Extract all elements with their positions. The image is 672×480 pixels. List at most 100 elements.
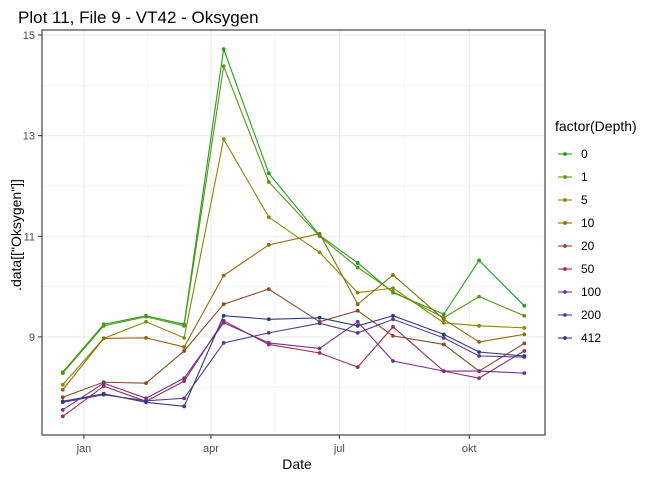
data-point-100 [60, 407, 65, 412]
data-point-5 [266, 215, 271, 220]
legend-label-200: 200 [581, 308, 601, 322]
data-point-100 [221, 320, 226, 325]
legend-label-50: 50 [581, 262, 595, 276]
legend-key-point-20 [563, 244, 567, 248]
data-point-412 [266, 317, 271, 322]
data-point-0 [266, 171, 271, 176]
data-point-5 [391, 286, 395, 290]
data-point-200 [266, 330, 271, 335]
data-point-10 [441, 317, 446, 322]
x-axis-title: Date [282, 456, 312, 472]
data-point-20 [441, 342, 446, 347]
legend-key-point-412 [563, 336, 567, 340]
data-point-100 [101, 381, 106, 386]
series-line-412 [62, 315, 525, 407]
data-point-10 [477, 340, 481, 344]
data-point-50 [522, 349, 527, 353]
data-point-100 [266, 341, 271, 345]
data-point-412 [60, 399, 65, 404]
legend-key-point-10 [563, 221, 567, 225]
data-point-5 [144, 319, 148, 324]
data-point-0 [522, 303, 527, 308]
data-point-20 [391, 333, 395, 338]
data-point-50 [101, 384, 106, 389]
y-tick-label: 15 [23, 30, 35, 42]
data-point-20 [182, 349, 187, 353]
data-point-0 [355, 261, 360, 265]
data-point-50 [60, 414, 65, 419]
legend-key-point-1 [563, 175, 567, 179]
series-line-200 [62, 318, 525, 403]
data-point-100 [355, 319, 360, 324]
legend-key-point-0 [563, 152, 567, 156]
legend-key-point-50 [563, 267, 567, 271]
data-point-5 [182, 336, 187, 340]
legend-label-10: 10 [581, 216, 595, 230]
data-point-200 [391, 317, 395, 322]
legend-label-412: 412 [581, 331, 601, 345]
legend-label-1: 1 [581, 170, 588, 184]
data-point-412 [355, 323, 360, 328]
data-point-412 [101, 391, 106, 396]
data-point-5 [355, 290, 360, 295]
series-line-1 [62, 64, 525, 374]
data-point-200 [182, 396, 187, 401]
data-point-0 [221, 47, 226, 52]
data-point-100 [391, 359, 395, 363]
data-point-1 [391, 289, 395, 294]
chart-title: Plot 11, File 9 - VT42 - Oksygen [18, 8, 259, 27]
data-point-1 [182, 323, 187, 328]
panel-border [41, 29, 546, 436]
data-point-1 [522, 313, 527, 318]
data-point-50 [182, 379, 187, 384]
legend-label-20: 20 [581, 239, 595, 253]
data-point-10 [317, 231, 322, 236]
data-point-10 [144, 336, 148, 340]
data-point-5 [441, 320, 446, 325]
data-point-200 [477, 354, 481, 358]
data-point-50 [355, 365, 360, 369]
data-point-10 [182, 345, 187, 349]
data-point-10 [391, 273, 395, 277]
data-point-412 [182, 404, 187, 409]
y-tick-label: 11 [24, 231, 35, 243]
data-point-10 [266, 242, 271, 247]
data-point-50 [317, 351, 322, 355]
data-point-50 [391, 324, 395, 329]
x-tick-label: apr [203, 443, 219, 455]
data-point-1 [101, 323, 106, 328]
y-tick-label: 13 [23, 131, 35, 143]
data-point-0 [441, 312, 446, 317]
data-point-412 [522, 354, 527, 358]
data-point-10 [221, 273, 226, 278]
data-point-200 [355, 330, 360, 335]
data-point-100 [182, 376, 187, 381]
data-point-10 [522, 332, 527, 337]
x-tick-label: jul [333, 443, 345, 455]
data-point-50 [477, 376, 481, 381]
legend-key-point-100 [563, 290, 567, 294]
data-point-5 [221, 137, 226, 142]
y-axis-title: .data[["Oksygen"]] [8, 179, 24, 291]
data-point-200 [441, 336, 446, 340]
legend-key-point-5 [563, 198, 567, 202]
data-point-100 [317, 346, 322, 351]
data-point-10 [60, 387, 65, 392]
series-line-50 [62, 320, 525, 417]
x-tick-label: jan [76, 443, 92, 455]
data-point-20 [355, 308, 360, 313]
data-point-1 [144, 314, 148, 319]
data-point-20 [522, 341, 527, 346]
data-point-1 [266, 180, 271, 184]
data-point-100 [441, 369, 446, 374]
data-point-1 [355, 265, 360, 270]
data-point-5 [522, 325, 527, 330]
series-line-10 [62, 233, 525, 391]
data-point-5 [477, 323, 481, 328]
data-point-10 [101, 336, 106, 341]
data-point-412 [477, 350, 481, 354]
data-point-1 [477, 294, 481, 299]
data-point-412 [144, 400, 148, 405]
